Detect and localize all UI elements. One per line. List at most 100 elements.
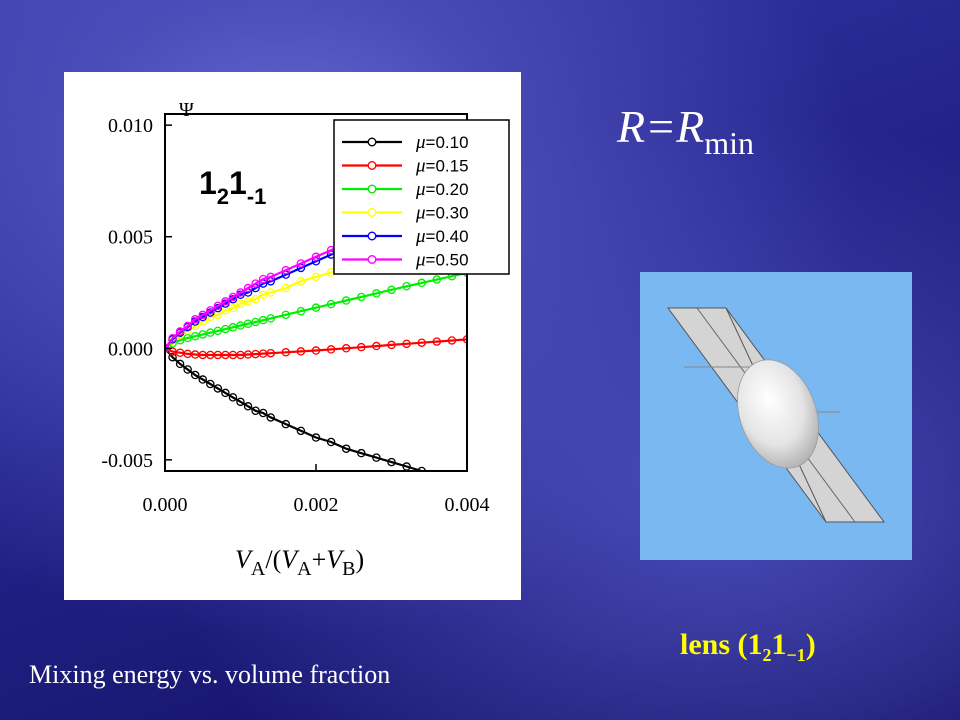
data-point <box>311 272 321 282</box>
data-point <box>372 289 381 298</box>
data-point <box>258 290 268 299</box>
data-point <box>447 336 457 345</box>
legend-label: μ=0.20 <box>415 179 469 200</box>
data-point <box>198 330 207 339</box>
data-point <box>281 348 291 357</box>
mixing-energy-chart: 0.000 0.002 0.004 -0.005 0.000 0.005 0.010 Ψ 1… <box>101 99 510 580</box>
data-point <box>266 314 275 323</box>
data-point <box>258 315 268 325</box>
x-tick-label: 0.000 <box>143 494 188 516</box>
data-point <box>266 348 275 358</box>
data-point <box>251 406 260 416</box>
data-point <box>357 448 366 458</box>
legend-swatch-marker <box>367 184 377 194</box>
data-point <box>168 333 177 343</box>
data-point <box>387 457 396 467</box>
data-point <box>402 339 411 349</box>
data-point <box>198 310 207 320</box>
data-point <box>402 282 411 291</box>
legend-label: μ=0.50 <box>415 250 469 271</box>
data-point <box>417 278 426 288</box>
data-point <box>266 288 275 297</box>
chart-panel: 0.000 0.002 0.004 -0.005 0.000 0.005 0.010 Ψ 1… <box>64 72 521 600</box>
data-point <box>387 285 396 295</box>
data-point <box>190 331 200 341</box>
legend-label: μ=0.10 <box>415 132 469 153</box>
footer-caption: Mixing energy vs. volume fraction <box>29 660 391 689</box>
data-point <box>266 413 275 422</box>
legend-label: μ=0.30 <box>415 203 469 224</box>
data-point <box>236 321 245 330</box>
data-point <box>183 365 192 374</box>
data-point <box>296 347 306 356</box>
data-point <box>341 344 351 353</box>
data-point <box>258 274 268 284</box>
data-point <box>432 337 442 346</box>
data-point <box>258 408 268 418</box>
data-point <box>296 277 306 286</box>
data-point <box>228 303 238 313</box>
legend-box <box>333 119 510 275</box>
y-tick-label: 0.000 <box>108 338 153 360</box>
y-tick-label: 0.005 <box>108 227 153 249</box>
data-point <box>221 297 230 306</box>
data-point <box>175 359 185 369</box>
data-point <box>243 283 253 293</box>
data-point <box>206 328 215 337</box>
legend-swatch-marker <box>367 231 377 241</box>
x-axis-label: VA/(VA+VB) <box>235 545 364 580</box>
data-point <box>296 426 306 436</box>
data-point <box>281 419 291 429</box>
data-point <box>311 346 321 355</box>
x-tick-label: 0.002 <box>294 494 339 516</box>
data-point <box>251 279 260 288</box>
legend-label: μ=0.15 <box>415 156 469 177</box>
data-point <box>281 283 291 293</box>
data-point <box>281 310 291 320</box>
data-point <box>190 315 200 324</box>
data-point <box>228 393 238 402</box>
data-point <box>417 338 426 347</box>
data-point <box>296 259 306 268</box>
legend-swatch-marker <box>367 207 377 217</box>
data-point <box>190 370 200 380</box>
data-point <box>221 388 230 398</box>
data-point <box>243 402 253 411</box>
data-point <box>311 252 321 262</box>
series-line <box>165 347 423 471</box>
data-point <box>243 319 253 328</box>
data-point <box>243 297 253 306</box>
data-point <box>341 296 351 305</box>
data-point <box>168 352 177 362</box>
legend-swatch-marker <box>367 254 377 264</box>
legend-swatch-marker <box>367 137 377 147</box>
chart-annotation: 121-1 <box>199 165 266 209</box>
data-point <box>213 301 223 311</box>
data-point <box>228 323 238 332</box>
data-point <box>326 437 336 447</box>
data-point <box>372 453 381 462</box>
data-point <box>326 345 336 354</box>
data-point <box>251 294 260 304</box>
data-point <box>387 340 396 350</box>
data-point <box>206 379 215 389</box>
data-point <box>236 288 245 297</box>
data-point <box>341 444 351 453</box>
slide-title: R=Rmin <box>617 101 755 161</box>
y-tick-label: 0.010 <box>108 115 153 137</box>
data-point <box>213 384 223 393</box>
data-point <box>311 303 321 312</box>
lens-caption: lens (121−1) <box>680 628 816 665</box>
legend-label: μ=0.40 <box>415 226 469 247</box>
axis-layer: 0.000 0.002 0.004 -0.005 0.000 0.005 0.010 <box>101 115 489 516</box>
data-point <box>251 317 260 327</box>
data-point <box>326 299 336 309</box>
data-point <box>228 292 238 302</box>
data-point <box>266 272 275 282</box>
data-point <box>357 292 366 302</box>
data-point <box>221 324 230 334</box>
legend-swatch-marker <box>367 160 377 170</box>
legend: μ=0.10 μ=0.15μ=0.20 μ=0.30μ=0.40 μ=0.50 <box>333 119 510 275</box>
data-point <box>432 275 442 284</box>
data-point <box>236 397 245 407</box>
